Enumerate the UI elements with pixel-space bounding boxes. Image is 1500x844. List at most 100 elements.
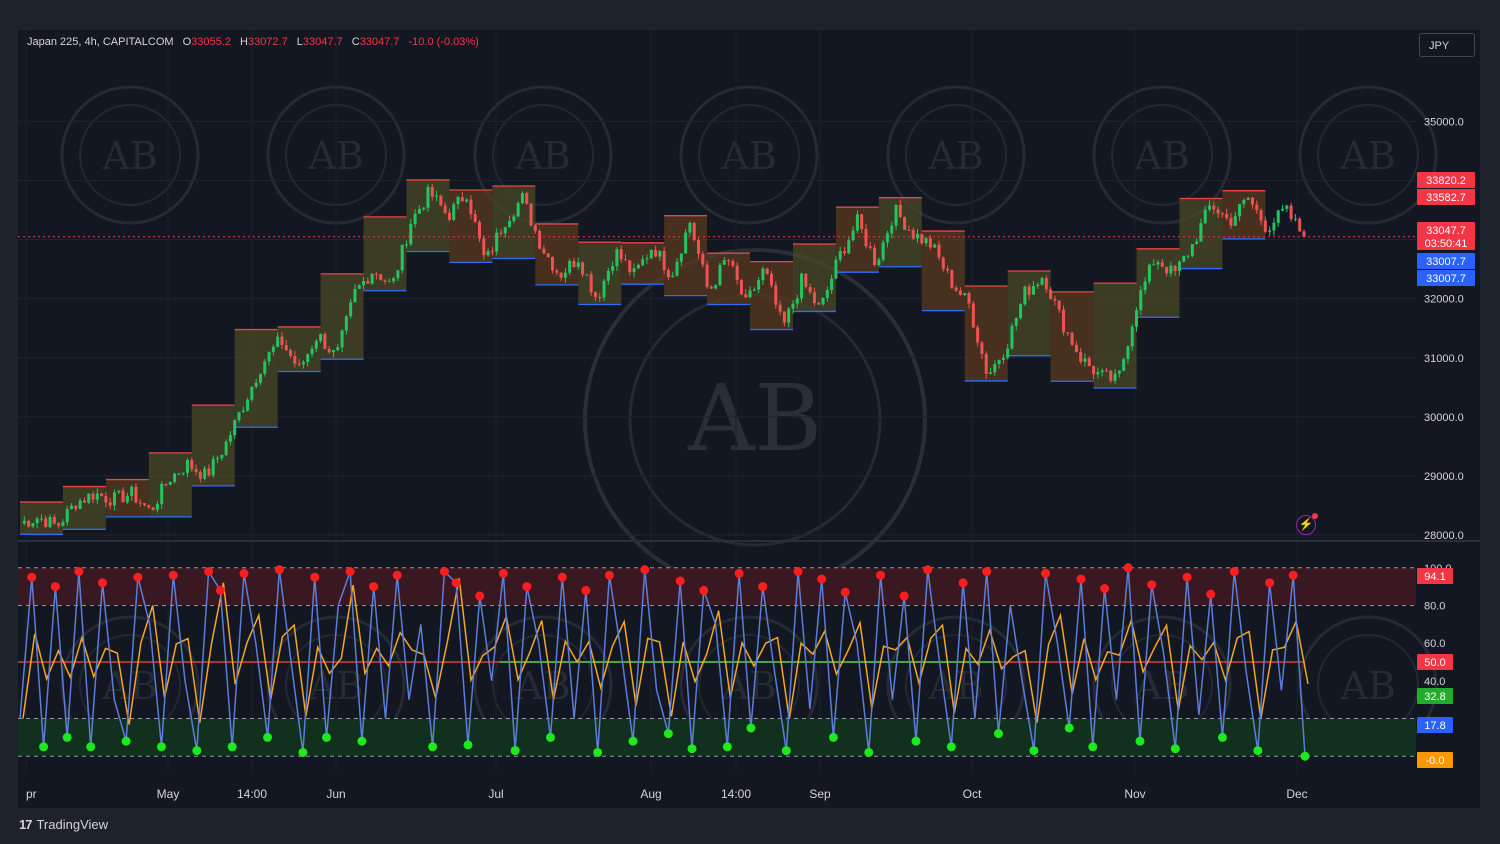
- candle-body: [95, 493, 99, 500]
- candle-body: [430, 187, 434, 197]
- candle-body: [804, 273, 808, 287]
- time-tick-label: Jun: [326, 787, 345, 801]
- candle-body: [503, 227, 507, 234]
- osc-value-text: 32.8: [1424, 691, 1445, 703]
- oversold-dot: [39, 742, 49, 752]
- candle-body: [57, 523, 61, 526]
- candle-body: [714, 284, 718, 289]
- candle-body: [1156, 262, 1160, 265]
- oversold-dot: [428, 742, 438, 752]
- candle-body: [928, 238, 932, 248]
- candle-body: [1014, 317, 1018, 326]
- overbought-dot: [204, 567, 214, 577]
- candle-body: [1135, 310, 1139, 327]
- candle-body: [791, 303, 795, 309]
- osc-value-text: 17.8: [1424, 720, 1445, 732]
- candle-body: [65, 509, 69, 523]
- candle-body: [241, 410, 245, 413]
- oversold-dot: [593, 747, 603, 757]
- candle-body: [147, 505, 151, 508]
- alert-flash-icon[interactable]: ⚡: [1296, 513, 1318, 535]
- price-tick-label: 28000.0: [1424, 530, 1464, 542]
- candle-body: [310, 348, 314, 355]
- candle-body: [1208, 205, 1212, 210]
- tradingview-logo[interactable]: 17 TradingView: [19, 817, 108, 832]
- candle-body: [1062, 309, 1066, 333]
- candle-body: [572, 261, 576, 267]
- candle-body: [469, 199, 473, 214]
- watermark-ring-inner: [1111, 104, 1213, 206]
- candle-body: [512, 216, 516, 221]
- high-label: H: [240, 36, 248, 48]
- candle-body: [559, 272, 563, 278]
- price-tick-label: 35000.0: [1424, 116, 1464, 128]
- watermark-ring: [679, 85, 819, 225]
- candle-body: [1203, 209, 1207, 224]
- watermark-text: AB: [1133, 134, 1189, 178]
- range-box: [1007, 270, 1051, 356]
- close-value: 33047.7: [359, 36, 400, 48]
- candle-body: [855, 214, 859, 231]
- candle-body: [735, 265, 739, 281]
- overbought-dot: [1147, 580, 1157, 590]
- candle-body: [916, 233, 920, 239]
- candle-body: [611, 266, 615, 271]
- price-badge: [1417, 253, 1475, 269]
- watermark-ring-inner: [492, 104, 594, 206]
- candle-body: [770, 273, 774, 286]
- candle-body: [400, 244, 404, 271]
- candle-body: [662, 250, 666, 271]
- symbol-title[interactable]: Japan 225, 4h, CAPITALCOM: [27, 36, 174, 48]
- candle-body: [645, 258, 649, 260]
- candle-body: [602, 280, 606, 298]
- candle-body: [1036, 284, 1040, 287]
- range-box: [1222, 190, 1266, 239]
- candle-body: [1066, 332, 1070, 334]
- overbought-dot: [168, 570, 178, 580]
- candle-body: [1199, 223, 1203, 242]
- osc-value-badge: [1417, 654, 1453, 670]
- oversold-dot: [1170, 744, 1180, 754]
- candle-body: [533, 225, 537, 232]
- range-box: [234, 329, 278, 428]
- candle-body: [765, 268, 769, 274]
- candle-body: [254, 382, 258, 387]
- range-box: [535, 223, 579, 285]
- currency-button[interactable]: JPY: [1419, 33, 1475, 57]
- watermark-big-text: AB: [687, 365, 822, 472]
- candle-body: [379, 274, 383, 281]
- candle-body: [143, 503, 147, 506]
- candle-body: [203, 468, 207, 479]
- candle-body: [44, 518, 48, 528]
- watermark-text: AB: [927, 134, 983, 178]
- candle-body: [1113, 373, 1117, 381]
- price-badge-value: 33007.7: [1426, 256, 1466, 268]
- candle-body: [748, 290, 752, 298]
- candle-body: [1238, 204, 1242, 217]
- candle-body: [885, 233, 889, 243]
- candle-body: [658, 250, 662, 257]
- candle-body: [233, 420, 237, 436]
- candle-body: [1289, 205, 1293, 219]
- candle-body: [671, 275, 675, 278]
- candle-body: [1165, 266, 1169, 274]
- candle-body: [1001, 357, 1005, 360]
- candle-body: [950, 270, 954, 288]
- candle-body: [1130, 326, 1134, 347]
- time-axis[interactable]: pr May 14:00 Jun Jul Aug 14:00 Sep Oct Nov Dec: [26, 787, 1308, 801]
- time-tick-label: Dec: [1286, 787, 1307, 801]
- overbought-dot: [1229, 567, 1239, 577]
- candle-body: [873, 247, 877, 266]
- candle-body: [112, 492, 116, 506]
- overbought-dot: [1100, 584, 1110, 593]
- overbought-dot: [817, 574, 827, 584]
- candle-body: [911, 229, 915, 239]
- candle-body: [868, 246, 872, 248]
- candle-body: [78, 500, 82, 510]
- candle-body: [452, 204, 456, 220]
- candle-body: [752, 289, 756, 291]
- oversold-dot: [864, 747, 874, 757]
- overbought-dot: [793, 567, 803, 577]
- candle-body: [864, 228, 868, 247]
